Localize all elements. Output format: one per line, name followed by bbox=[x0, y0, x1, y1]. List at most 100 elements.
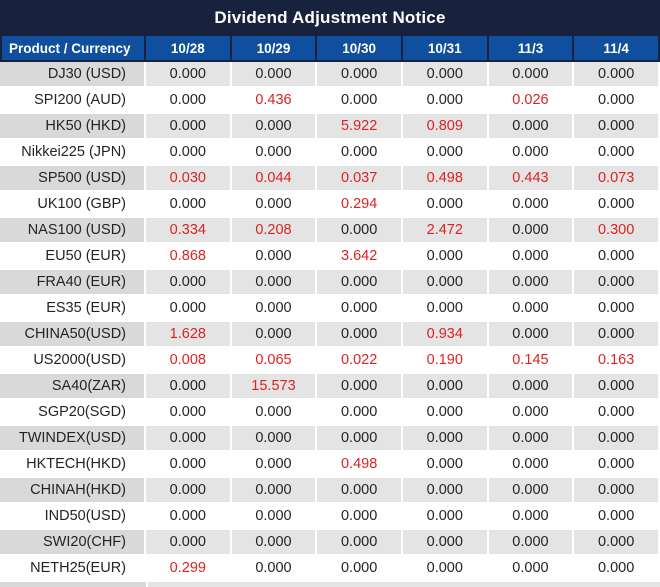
value-cell: 0.208 bbox=[231, 218, 318, 244]
value-cell: 0.022 bbox=[317, 348, 403, 374]
value-cell: 0.044 bbox=[231, 166, 318, 192]
product-cell: IND50(USD) bbox=[0, 504, 146, 530]
value-cell: 0.000 bbox=[231, 244, 318, 270]
product-cell: SPI200 (AUD) bbox=[0, 88, 146, 114]
value-cell: 0.000 bbox=[231, 140, 318, 166]
value-cell: 0.000 bbox=[488, 322, 575, 348]
product-cell: TWINDEX(USD) bbox=[0, 426, 146, 452]
value-cell: 0.000 bbox=[146, 140, 232, 166]
value-cell: 0.000 bbox=[231, 478, 318, 504]
value-cell: 0.000 bbox=[402, 400, 489, 426]
value-cell: 0.000 bbox=[146, 400, 232, 426]
value-cell: 0.000 bbox=[317, 218, 403, 244]
value-cell: 0.000 bbox=[574, 374, 660, 400]
table-row: SPI200 (AUD) 0.000 0.436 0.000 0.000 0.026 0.0… bbox=[0, 88, 660, 114]
value-cell: 0.000 bbox=[317, 426, 403, 452]
value-cell: 0.000 bbox=[574, 296, 660, 322]
date-column-header: 10/28 bbox=[146, 36, 232, 62]
table-row: SP500 (USD) 0.030 0.044 0.037 0.498 0.443 0.07… bbox=[0, 166, 660, 192]
value-cell: 0.000 bbox=[317, 504, 403, 530]
value-cell: 0.436 bbox=[231, 88, 318, 114]
product-cell: SGP20(SGD) bbox=[0, 400, 146, 426]
value-cell: 0.000 bbox=[402, 192, 489, 218]
product-cell: UK100 (GBP) bbox=[0, 192, 146, 218]
value-cell: 0.000 bbox=[488, 400, 575, 426]
value-cell: 0.000 bbox=[488, 556, 575, 582]
table-row: DJ30 (USD) 0.000 0.000 0.000 0.000 0.000 0.000 bbox=[0, 62, 660, 88]
value-cell: 0.000 bbox=[402, 478, 489, 504]
value-cell: 0.000 bbox=[402, 296, 489, 322]
value-cell: 0.000 bbox=[574, 140, 660, 166]
value-cell: 0.000 bbox=[231, 556, 318, 582]
product-cell: CHINAH(HKD) bbox=[0, 478, 146, 504]
product-cell: DJ30 (USD) bbox=[0, 62, 146, 88]
value-cell: 3.642 bbox=[317, 244, 403, 270]
value-cell: 0.000 bbox=[488, 374, 575, 400]
value-cell: 0.000 bbox=[574, 452, 660, 478]
value-cell: 0.000 bbox=[317, 62, 403, 88]
value-cell: 0.000 bbox=[488, 478, 575, 504]
value-cell: 0.000 bbox=[146, 504, 232, 530]
product-cell: ES35 (EUR) bbox=[0, 296, 146, 322]
table-row: SA40(ZAR) 0.000 15.573 0.000 0.000 0.000 0.000 bbox=[0, 374, 660, 400]
value-cell: 0.000 bbox=[231, 400, 318, 426]
value-cell: 0.000 bbox=[317, 478, 403, 504]
value-cell: 0.000 bbox=[317, 88, 403, 114]
value-cell: 0.498 bbox=[317, 452, 403, 478]
value-cell: 0.000 bbox=[146, 62, 232, 88]
value-cell: 0.037 bbox=[317, 166, 403, 192]
table-row: CHINAH(HKD) 0.000 0.000 0.000 0.000 0.000 0.00… bbox=[0, 478, 660, 504]
table-row: Nikkei225 (JPN) 0.000 0.000 0.000 0.000 0.000… bbox=[0, 140, 660, 166]
table-row: ES35 (EUR) 0.000 0.000 0.000 0.000 0.000 0.000 bbox=[0, 296, 660, 322]
product-cell: FRA40 (EUR) bbox=[0, 270, 146, 296]
value-cell: 0.299 bbox=[146, 556, 232, 582]
value-cell: 0.000 bbox=[317, 400, 403, 426]
value-cell: 0.000 bbox=[488, 192, 575, 218]
value-cell: 0.000 bbox=[488, 452, 575, 478]
table-row: HKTECH(HKD) 0.000 0.000 0.498 0.000 0.000 0.00… bbox=[0, 452, 660, 478]
table-row: TWINDEX(USD) 0.000 0.000 0.000 0.000 0.000 0.0… bbox=[0, 426, 660, 452]
value-cell: 0.000 bbox=[146, 192, 232, 218]
value-cell: 0.190 bbox=[402, 348, 489, 374]
product-cell: NETH25(EUR) bbox=[0, 556, 146, 582]
value-cell: 0.000 bbox=[488, 504, 575, 530]
dividend-table: Product / Currency 10/28 10/29 10/30 10/31 11… bbox=[0, 36, 660, 582]
value-cell: 0.026 bbox=[488, 88, 575, 114]
value-cell: 0.000 bbox=[231, 504, 318, 530]
value-cell: 0.000 bbox=[146, 374, 232, 400]
table-row: NETH25(EUR) 0.299 0.000 0.000 0.000 0.000 0.00… bbox=[0, 556, 660, 582]
value-cell: 0.498 bbox=[402, 166, 489, 192]
value-cell: 0.000 bbox=[402, 452, 489, 478]
value-cell: 0.000 bbox=[317, 530, 403, 556]
value-cell: 0.065 bbox=[231, 348, 318, 374]
value-cell: 0.000 bbox=[488, 244, 575, 270]
value-cell: 0.000 bbox=[231, 62, 318, 88]
value-cell: 0.163 bbox=[574, 348, 660, 374]
value-cell: 0.000 bbox=[402, 88, 489, 114]
value-cell: 0.000 bbox=[402, 426, 489, 452]
value-cell: 2.472 bbox=[402, 218, 489, 244]
value-cell: 0.000 bbox=[574, 400, 660, 426]
value-cell: 0.008 bbox=[146, 348, 232, 374]
product-cell: EU50 (EUR) bbox=[0, 244, 146, 270]
value-cell: 0.000 bbox=[488, 140, 575, 166]
value-cell: 1.628 bbox=[146, 322, 232, 348]
table-row: NAS100 (USD) 0.334 0.208 0.000 2.472 0.000 0.3… bbox=[0, 218, 660, 244]
value-cell: 0.000 bbox=[488, 114, 575, 140]
value-cell: 0.000 bbox=[488, 218, 575, 244]
value-cell: 0.334 bbox=[146, 218, 232, 244]
value-cell: 15.573 bbox=[231, 374, 318, 400]
product-cell: SA40(ZAR) bbox=[0, 374, 146, 400]
value-cell: 0.000 bbox=[317, 270, 403, 296]
value-cell: 0.000 bbox=[231, 270, 318, 296]
value-cell: 5.922 bbox=[317, 114, 403, 140]
value-cell: 0.000 bbox=[488, 296, 575, 322]
product-cell: HKTECH(HKD) bbox=[0, 452, 146, 478]
value-cell: 0.000 bbox=[231, 530, 318, 556]
value-cell: 0.000 bbox=[574, 62, 660, 88]
value-cell: 0.000 bbox=[317, 322, 403, 348]
value-cell: 0.000 bbox=[402, 270, 489, 296]
page-title: Dividend Adjustment Notice bbox=[0, 0, 660, 36]
product-cell: Nikkei225 (JPN) bbox=[0, 140, 146, 166]
date-column-header: 10/31 bbox=[402, 36, 489, 62]
